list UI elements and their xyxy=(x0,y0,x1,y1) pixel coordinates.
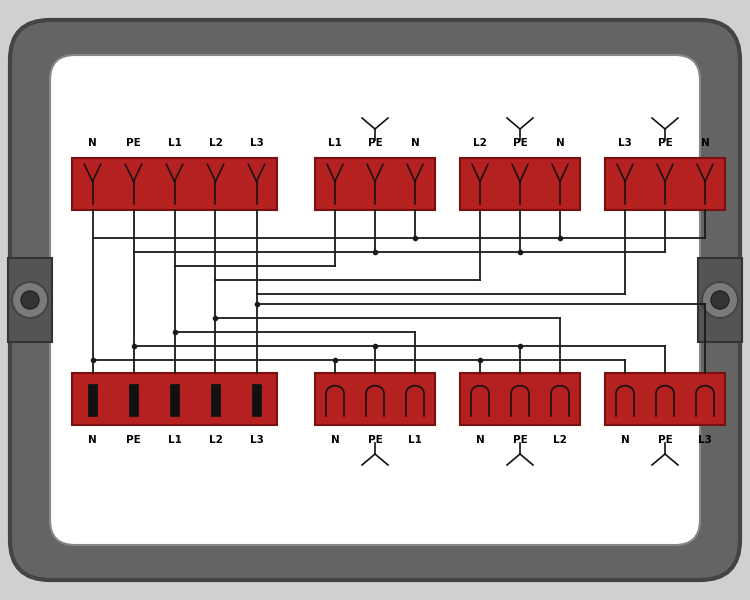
Bar xyxy=(72,158,277,210)
Text: N: N xyxy=(621,435,629,445)
Text: PE: PE xyxy=(658,435,672,445)
Bar xyxy=(698,258,742,342)
Text: N: N xyxy=(410,138,419,148)
FancyBboxPatch shape xyxy=(10,20,740,580)
Text: L2: L2 xyxy=(553,435,567,445)
Bar xyxy=(252,385,261,416)
Text: PE: PE xyxy=(512,138,527,148)
Text: PE: PE xyxy=(512,435,527,445)
Text: PE: PE xyxy=(368,435,382,445)
Text: N: N xyxy=(700,138,709,148)
FancyBboxPatch shape xyxy=(50,55,700,545)
Bar xyxy=(315,373,435,425)
Text: L1: L1 xyxy=(167,138,182,148)
Text: L3: L3 xyxy=(250,435,263,445)
Bar xyxy=(460,158,580,210)
Bar xyxy=(460,373,580,425)
Circle shape xyxy=(702,282,738,318)
Text: N: N xyxy=(88,138,97,148)
Circle shape xyxy=(12,282,48,318)
Text: L3: L3 xyxy=(250,138,263,148)
Text: N: N xyxy=(88,435,97,445)
Circle shape xyxy=(711,291,729,309)
Text: PE: PE xyxy=(126,435,141,445)
Text: L1: L1 xyxy=(408,435,422,445)
Bar xyxy=(605,158,725,210)
Bar xyxy=(72,373,277,425)
Text: PE: PE xyxy=(368,138,382,148)
Text: L2: L2 xyxy=(209,435,223,445)
Bar xyxy=(88,385,97,416)
Circle shape xyxy=(21,291,39,309)
Bar xyxy=(129,385,138,416)
Text: L2: L2 xyxy=(473,138,487,148)
Bar xyxy=(170,385,179,416)
Bar xyxy=(211,385,220,416)
Text: L2: L2 xyxy=(209,138,223,148)
Text: PE: PE xyxy=(658,138,672,148)
Bar xyxy=(605,373,725,425)
Text: N: N xyxy=(331,435,339,445)
Text: PE: PE xyxy=(126,138,141,148)
Bar xyxy=(315,158,435,210)
Text: N: N xyxy=(476,435,484,445)
Text: L3: L3 xyxy=(698,435,712,445)
Bar xyxy=(8,258,52,342)
Text: N: N xyxy=(556,138,564,148)
Text: L1: L1 xyxy=(328,138,342,148)
Text: L1: L1 xyxy=(167,435,182,445)
Text: L3: L3 xyxy=(618,138,632,148)
